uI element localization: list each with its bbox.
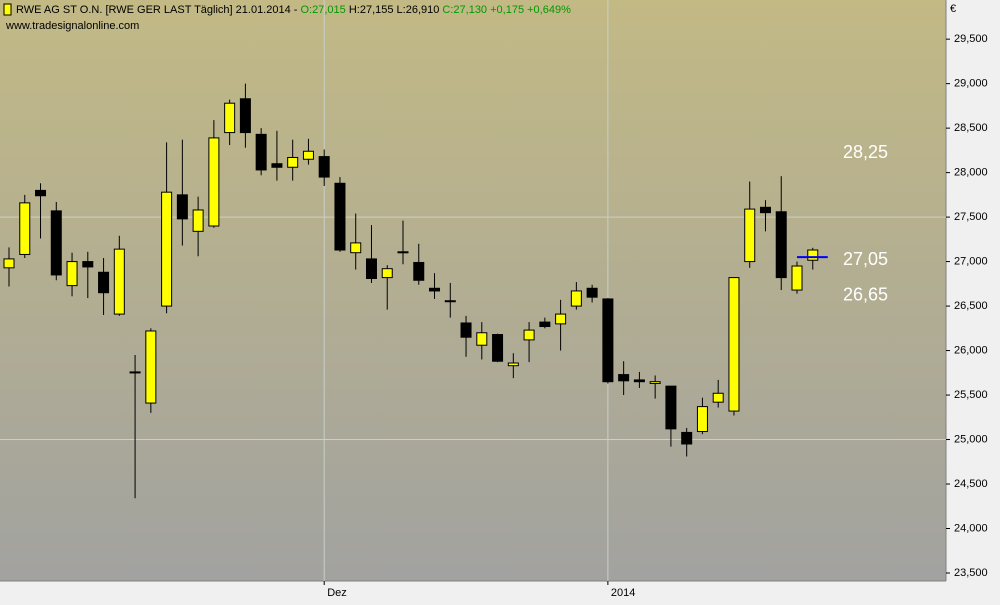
y-tick-label: 29,500	[954, 33, 988, 45]
candle-body	[397, 251, 409, 254]
x-tick-label: Dez	[327, 587, 347, 599]
candle-body	[19, 202, 31, 255]
candle-body	[3, 258, 15, 269]
candle-body	[791, 265, 803, 291]
candle-body	[696, 406, 708, 433]
candle-body	[271, 163, 283, 168]
candle-body	[334, 182, 346, 251]
y-tick-label: 24,500	[954, 478, 988, 490]
candle-body	[649, 381, 661, 384]
y-tick-label: 28,000	[954, 167, 988, 179]
y-tick-label: 27,500	[954, 211, 988, 223]
candle-body	[413, 261, 425, 281]
candle-body	[255, 133, 267, 171]
candle-body	[759, 206, 771, 214]
candle-body	[224, 102, 236, 134]
title-part: RWE AG ST O.N. [RWE GER LAST Täglich] 21…	[16, 4, 301, 16]
y-tick-label: 29,000	[954, 78, 988, 90]
y-tick-label: 24,000	[954, 522, 988, 534]
candle-body	[523, 329, 535, 341]
candle-body	[429, 287, 441, 292]
candle-body	[129, 371, 141, 374]
candle-body	[350, 242, 362, 254]
x-tick-label: 2014	[611, 587, 635, 599]
candle-body	[555, 313, 567, 325]
candle-body	[113, 248, 125, 315]
candle-body	[208, 137, 220, 227]
candle-body	[476, 332, 488, 346]
candle-body	[602, 298, 614, 383]
candle-body	[633, 379, 645, 383]
y-tick-label: 23,500	[954, 567, 988, 579]
candle-body	[507, 362, 519, 367]
candle-body	[539, 321, 551, 328]
price-axis	[946, 0, 1000, 600]
y-tick-label: 27,000	[954, 255, 988, 267]
candle-body	[381, 268, 393, 279]
icon	[3, 3, 12, 16]
candle-body	[444, 300, 456, 303]
candle-body	[570, 290, 582, 307]
candle-body	[239, 98, 251, 134]
candle-body	[302, 150, 314, 160]
candle-body	[98, 271, 110, 294]
candle-body	[192, 209, 204, 232]
candle-body	[82, 261, 94, 268]
candle-body	[681, 431, 693, 445]
candle-body	[744, 208, 756, 263]
chart-title: RWE AG ST O.N. [RWE GER LAST Täglich] 21…	[16, 4, 571, 16]
candle-body	[176, 194, 188, 220]
y-tick-label: 25,000	[954, 433, 988, 445]
level-label: 28,25	[843, 142, 888, 162]
candle-body	[728, 277, 740, 412]
candle-body	[365, 258, 377, 279]
candle-body	[145, 330, 157, 404]
candle-body	[775, 211, 787, 279]
candle-body	[287, 156, 299, 168]
candle-body	[665, 385, 677, 430]
candle-body	[492, 334, 504, 362]
level-label: 26,65	[843, 284, 888, 304]
candle-body	[807, 249, 819, 261]
y-tick-label: 28,500	[954, 122, 988, 134]
y-tick-label: 25,500	[954, 389, 988, 401]
currency: €	[950, 3, 956, 15]
plot-area	[0, 0, 946, 581]
title-part: H:27,155 L:26,910	[349, 4, 443, 16]
y-tick-label: 26,000	[954, 344, 988, 356]
source: www.tradesignalonline.com	[5, 20, 139, 32]
candle-body	[586, 287, 598, 298]
title-part: C:27,130 +0,175 +0,649%	[442, 4, 571, 16]
candle-body	[66, 261, 78, 287]
level-label: 27,05	[843, 249, 888, 269]
y-tick-label: 26,500	[954, 300, 988, 312]
candle-body	[318, 156, 330, 178]
candle-body	[460, 322, 472, 338]
candle-body	[712, 392, 724, 403]
candle-body	[35, 189, 47, 197]
candle-body	[161, 191, 173, 307]
candle-body	[50, 210, 62, 276]
candle-body	[618, 374, 630, 382]
